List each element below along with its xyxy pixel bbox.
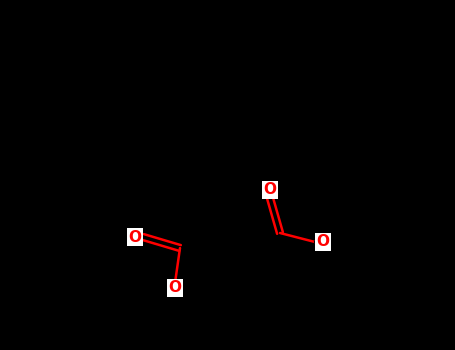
Text: O: O (317, 234, 329, 250)
Text: O: O (263, 182, 277, 197)
Text: O: O (128, 230, 142, 245)
Text: O: O (168, 280, 182, 295)
